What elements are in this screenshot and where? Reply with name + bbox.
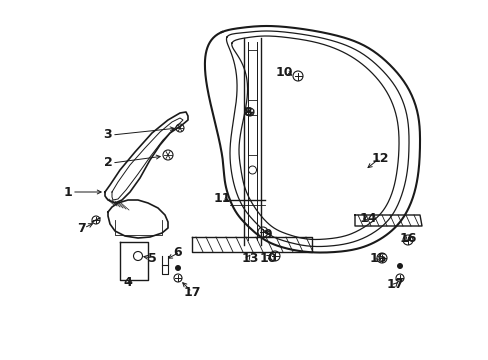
Circle shape bbox=[175, 265, 181, 271]
Text: 4: 4 bbox=[123, 275, 132, 288]
Text: 11: 11 bbox=[213, 192, 230, 204]
Text: 6: 6 bbox=[173, 246, 182, 258]
Text: 10: 10 bbox=[259, 252, 276, 265]
Text: 7: 7 bbox=[78, 221, 86, 234]
Text: 8: 8 bbox=[243, 105, 252, 118]
Text: 17: 17 bbox=[386, 279, 403, 292]
Circle shape bbox=[396, 263, 402, 269]
Text: 16: 16 bbox=[399, 231, 416, 244]
Text: 15: 15 bbox=[368, 252, 386, 265]
Text: 12: 12 bbox=[370, 152, 388, 165]
Text: 10: 10 bbox=[275, 66, 292, 78]
Text: 1: 1 bbox=[63, 185, 72, 198]
Text: 2: 2 bbox=[103, 157, 112, 170]
Text: 14: 14 bbox=[359, 211, 376, 225]
Text: 5: 5 bbox=[147, 252, 156, 265]
Text: 17: 17 bbox=[183, 285, 201, 298]
Text: 3: 3 bbox=[103, 129, 112, 141]
Text: 9: 9 bbox=[263, 229, 272, 242]
Text: 13: 13 bbox=[241, 252, 258, 265]
